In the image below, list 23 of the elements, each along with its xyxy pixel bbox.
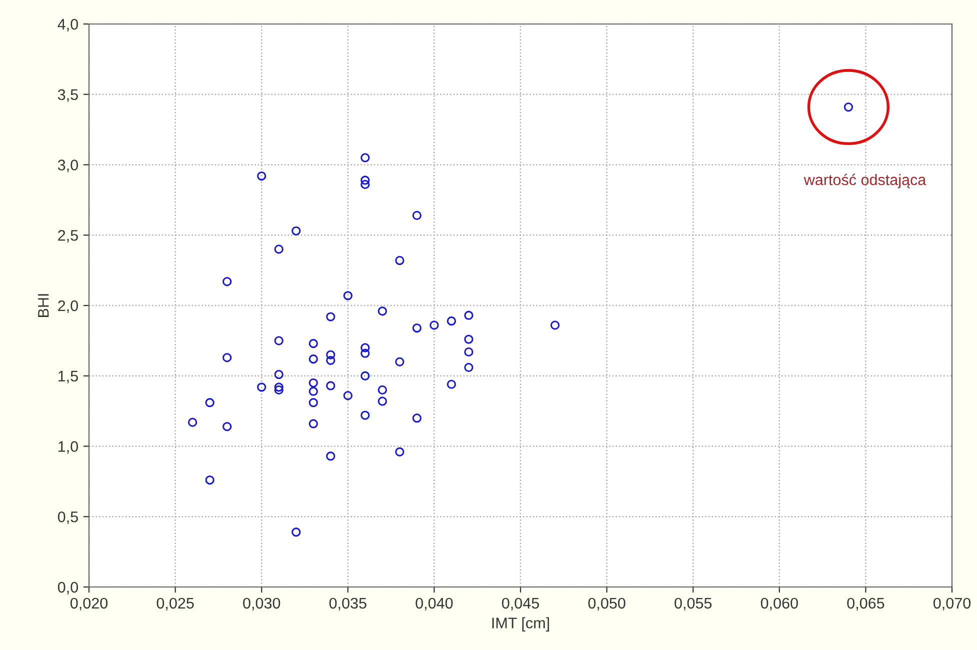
x-tick-label: 0,060 — [760, 598, 798, 610]
x-tick-label: 0,045 — [502, 598, 539, 610]
x-axis-title: IMT [cm] — [492, 617, 549, 632]
y-tick-label: 0,5 — [58, 511, 78, 524]
x-tick-label: 0,030 — [243, 598, 280, 610]
x-tick-label: 0,020 — [70, 598, 108, 610]
x-tick-label: 0,050 — [588, 598, 626, 610]
annotation: wartość odstająca — [804, 174, 926, 188]
y-tick-label: 2,0 — [58, 300, 78, 313]
y-tick-label: 2,5 — [58, 230, 78, 243]
y-tick-label: 3,5 — [58, 89, 78, 102]
y-tick-label: 0,0 — [58, 582, 78, 594]
x-tick-label: 0,035 — [329, 598, 366, 610]
y-axis-title: BHI — [38, 294, 49, 317]
y-tick-label: 1,0 — [58, 441, 78, 454]
y-tick-label: 4,0 — [58, 18, 78, 32]
x-tick-label: 0,070 — [933, 598, 971, 610]
x-tick-label: 0,055 — [674, 598, 712, 610]
y-tick-label: 3,0 — [58, 160, 78, 172]
x-tick-label: 0,040 — [416, 598, 453, 610]
y-tick-label: 1,5 — [58, 370, 78, 384]
x-tick-label: 0,065 — [847, 598, 884, 610]
x-tick-label: 0,025 — [156, 598, 194, 610]
